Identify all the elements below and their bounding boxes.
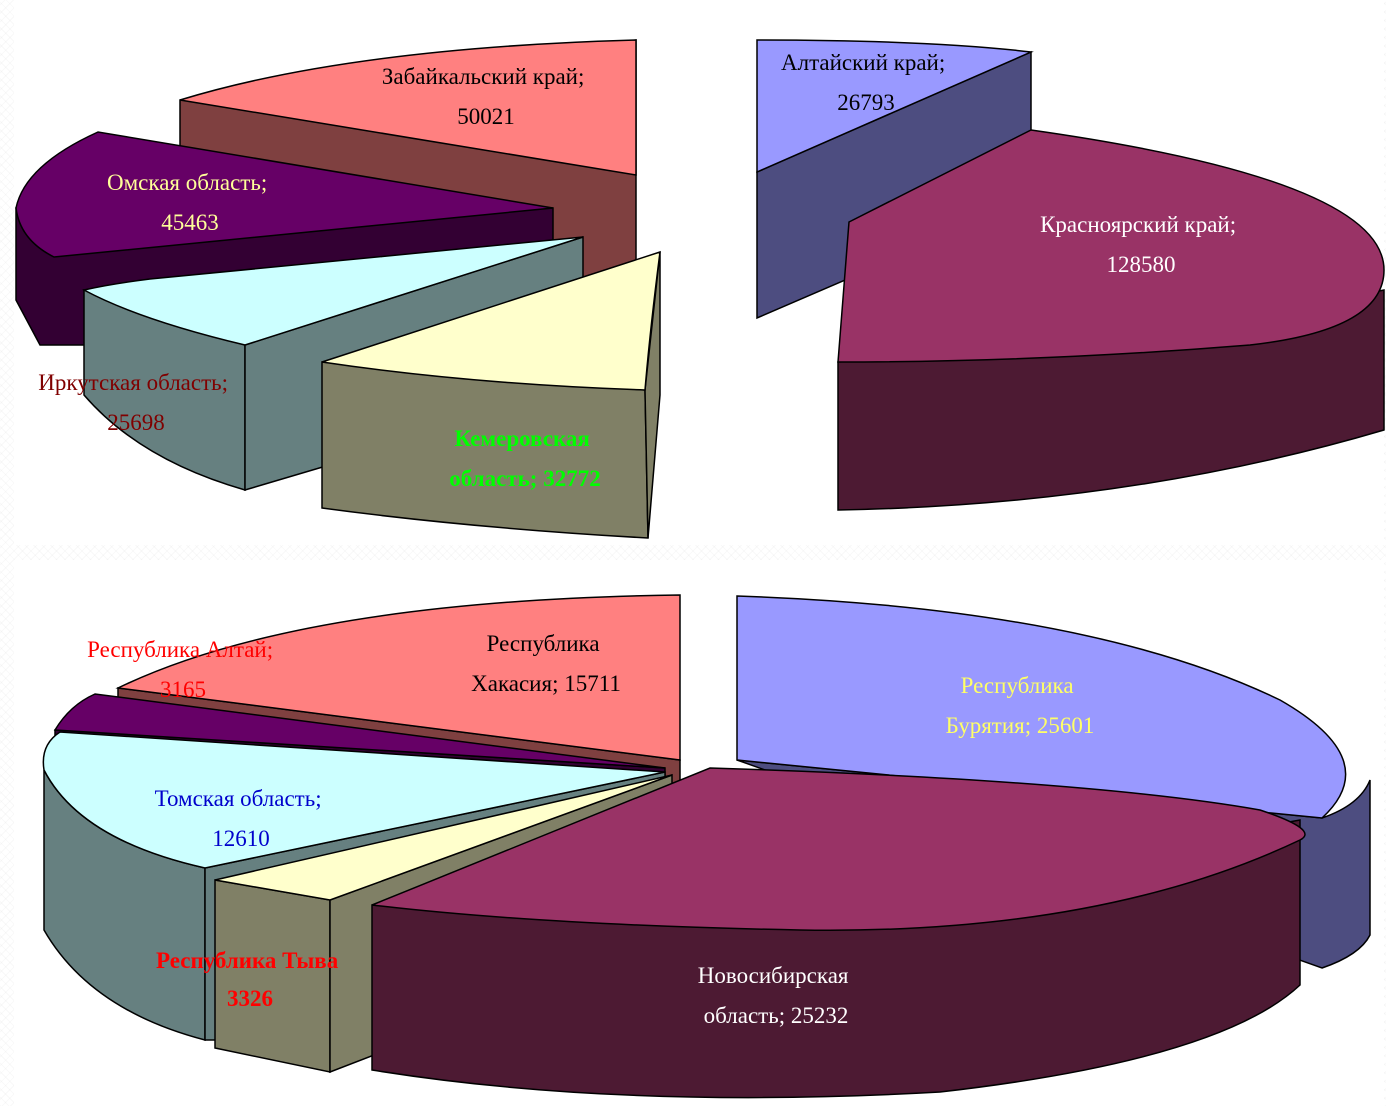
slice-top (15, 131, 554, 258)
slice-label: Республика Хакасия; 15711 (471, 631, 621, 696)
slice-label: Алтайский край; 26793 (781, 50, 951, 115)
slice-label-line: Красноярский край; (1040, 212, 1236, 237)
slice-top (42, 731, 666, 869)
slice-label: Иркутская область; 25698 (38, 370, 234, 435)
slice-label-line: Новосибирская (698, 963, 849, 988)
slice-top (837, 129, 1385, 363)
slice-label: Республика Бурятия; 25601 (946, 673, 1095, 738)
slice-label-line: 12610 (212, 826, 270, 851)
pie-slice (371, 767, 1306, 1099)
slice-top (321, 250, 661, 391)
slice-label-line: Республика (961, 673, 1074, 698)
slice-label: Томская область; 12610 (155, 786, 328, 851)
slice-label-line: Бурятия; 25601 (946, 713, 1095, 738)
slice-top (736, 595, 1347, 819)
slice-label: Республика Тыва 3326 (156, 948, 344, 1011)
slice-top (214, 774, 673, 901)
slice-label-line: Кемеровская (454, 426, 589, 451)
slice-label-line: 50021 (457, 104, 515, 129)
slice-side (83, 288, 246, 491)
slice-label: Омская область; 45463 (107, 170, 273, 235)
pie-slice (837, 129, 1385, 511)
slice-top (179, 39, 637, 176)
slice-top (756, 39, 1034, 174)
slice-label-line: Хакасия; 15711 (471, 671, 621, 696)
slice-label-line: область; 25232 (704, 1003, 849, 1028)
slice-label: Красноярский край; 128580 (1040, 212, 1242, 277)
slice-label-line: Иркутская область; (38, 370, 228, 395)
slice-label: Республика Алтай; 3165 (87, 637, 279, 702)
slice-label-line: Республика (487, 631, 600, 656)
slice-top (115, 594, 681, 761)
slice-label-line: Республика Тыва (156, 948, 339, 973)
slice-top (371, 767, 1306, 931)
slice-label-line: 128580 (1107, 252, 1176, 277)
slice-label-line: 3165 (160, 677, 206, 702)
pie-slice (321, 250, 661, 539)
slice-label-line: Алтайский край; (781, 50, 945, 75)
slice-label: Новосибирская область; 25232 (698, 963, 855, 1028)
slice-label-line: Забайкальский край; (382, 64, 585, 89)
slice-label-line: Томская область; (155, 786, 322, 811)
slice-label-line: Республика Алтай; (87, 637, 273, 662)
chart-1: Забайкальский край; 50021 Омская область… (15, 39, 1385, 539)
slice-label-line: 25698 (107, 410, 165, 435)
slice-label-line: 45463 (161, 210, 219, 235)
slice-label-line: Омская область; (107, 170, 267, 195)
slice-top (81, 236, 584, 346)
chart-2: Республика Хакасия; 15711 Республика Алт… (42, 594, 1371, 1099)
slice-side (321, 361, 649, 539)
slice-label-line: 3326 (227, 986, 273, 1011)
slice-label: Забайкальский край; 50021 (382, 64, 590, 129)
slice-top (53, 693, 666, 769)
slice-label-line: область; 32772 (449, 466, 600, 491)
slice-label-line: 26793 (837, 90, 895, 115)
slice-label: Кемеровская область; 32772 (449, 426, 600, 491)
slice-side (214, 879, 331, 1073)
